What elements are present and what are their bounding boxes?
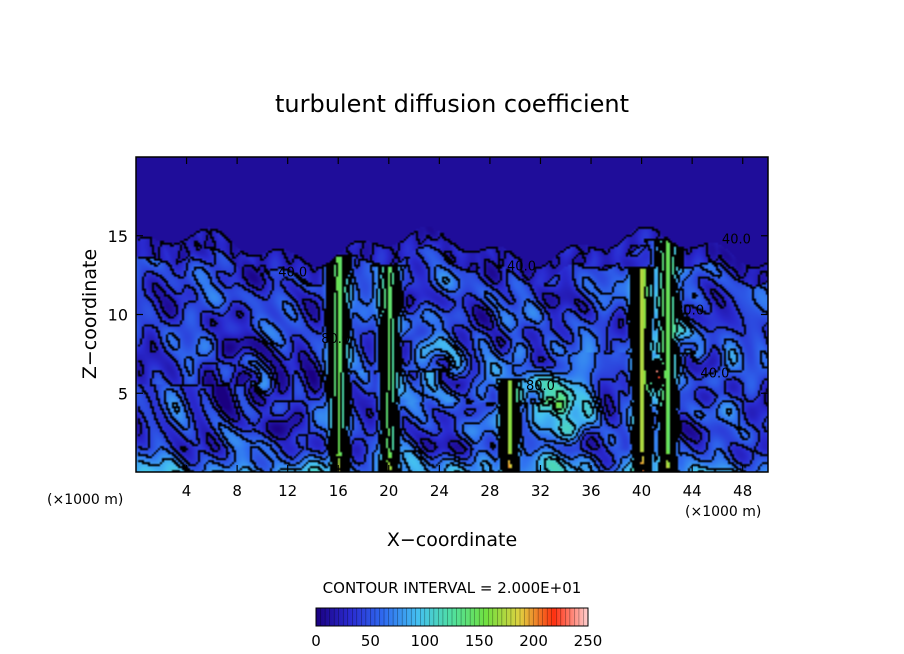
contour-label-4: 40.0 xyxy=(722,233,751,248)
contour-label-2: 40.0 xyxy=(507,259,536,274)
contour-label-0: 40.0 xyxy=(278,266,307,281)
x-axis-ticks: 4 8 12 16 20 24 28 32 36 40 44 48 xyxy=(182,157,752,500)
x-tick-label-12: 12 xyxy=(278,482,297,500)
y-axis-label: Z−coordinate xyxy=(79,249,101,379)
x-tick-label-4: 4 xyxy=(182,482,192,500)
x-unit-label-right: (×1000 m) xyxy=(685,504,761,520)
x-unit-label: (×1000 m) xyxy=(47,492,123,508)
y-tick-label-5: 5 xyxy=(118,384,128,403)
y-tick-label-15: 15 xyxy=(108,227,128,246)
y-tick-label-10: 10 xyxy=(108,306,128,325)
y-axis-ticks: 5 10 15 xyxy=(108,227,768,403)
x-tick-label-40: 40 xyxy=(632,482,651,500)
x-tick-label-16: 16 xyxy=(329,482,348,500)
colorbar-ticks: 0 50 100 150 200 250 xyxy=(311,632,602,650)
colorbar-tick-label-50: 50 xyxy=(361,632,380,650)
contour-interval-text: CONTOUR INTERVAL = 2.000E+01 xyxy=(323,579,582,597)
colorbar-tick-label-0: 0 xyxy=(311,632,321,650)
x-tick-label-44: 44 xyxy=(683,482,702,500)
colorbar-tick-label-100: 100 xyxy=(410,632,439,650)
colorbar-tick-label-250: 250 xyxy=(574,632,603,650)
x-tick-label-36: 36 xyxy=(581,482,600,500)
x-tick-label-32: 32 xyxy=(531,482,550,500)
contour-label-1: 80.0 xyxy=(321,332,350,347)
contour-labels: 40.0 80.0 40.0 80.0 40.0 80.0 40.0 xyxy=(278,233,751,394)
x-tick-label-28: 28 xyxy=(480,482,499,500)
colorbar-frame xyxy=(315,607,589,627)
colorbar-tick-label-150: 150 xyxy=(465,632,494,650)
x-tick-label-20: 20 xyxy=(379,482,398,500)
x-tick-label-24: 24 xyxy=(430,482,449,500)
x-tick-label-8: 8 xyxy=(232,482,242,500)
contour-label-6: 40.0 xyxy=(700,367,729,382)
colorbar: 0 50 100 150 200 250 xyxy=(311,607,602,650)
x-tick-label-48: 48 xyxy=(733,482,752,500)
x-axis-label: X−coordinate xyxy=(387,529,517,551)
colorbar-stripes xyxy=(320,608,584,626)
chart-title: turbulent diffusion coefficient xyxy=(275,90,629,118)
contour-label-5: 80.0 xyxy=(675,304,704,319)
colorbar-tick-label-200: 200 xyxy=(519,632,548,650)
contour-label-3: 80.0 xyxy=(526,379,555,394)
heatmap-field xyxy=(136,157,768,472)
